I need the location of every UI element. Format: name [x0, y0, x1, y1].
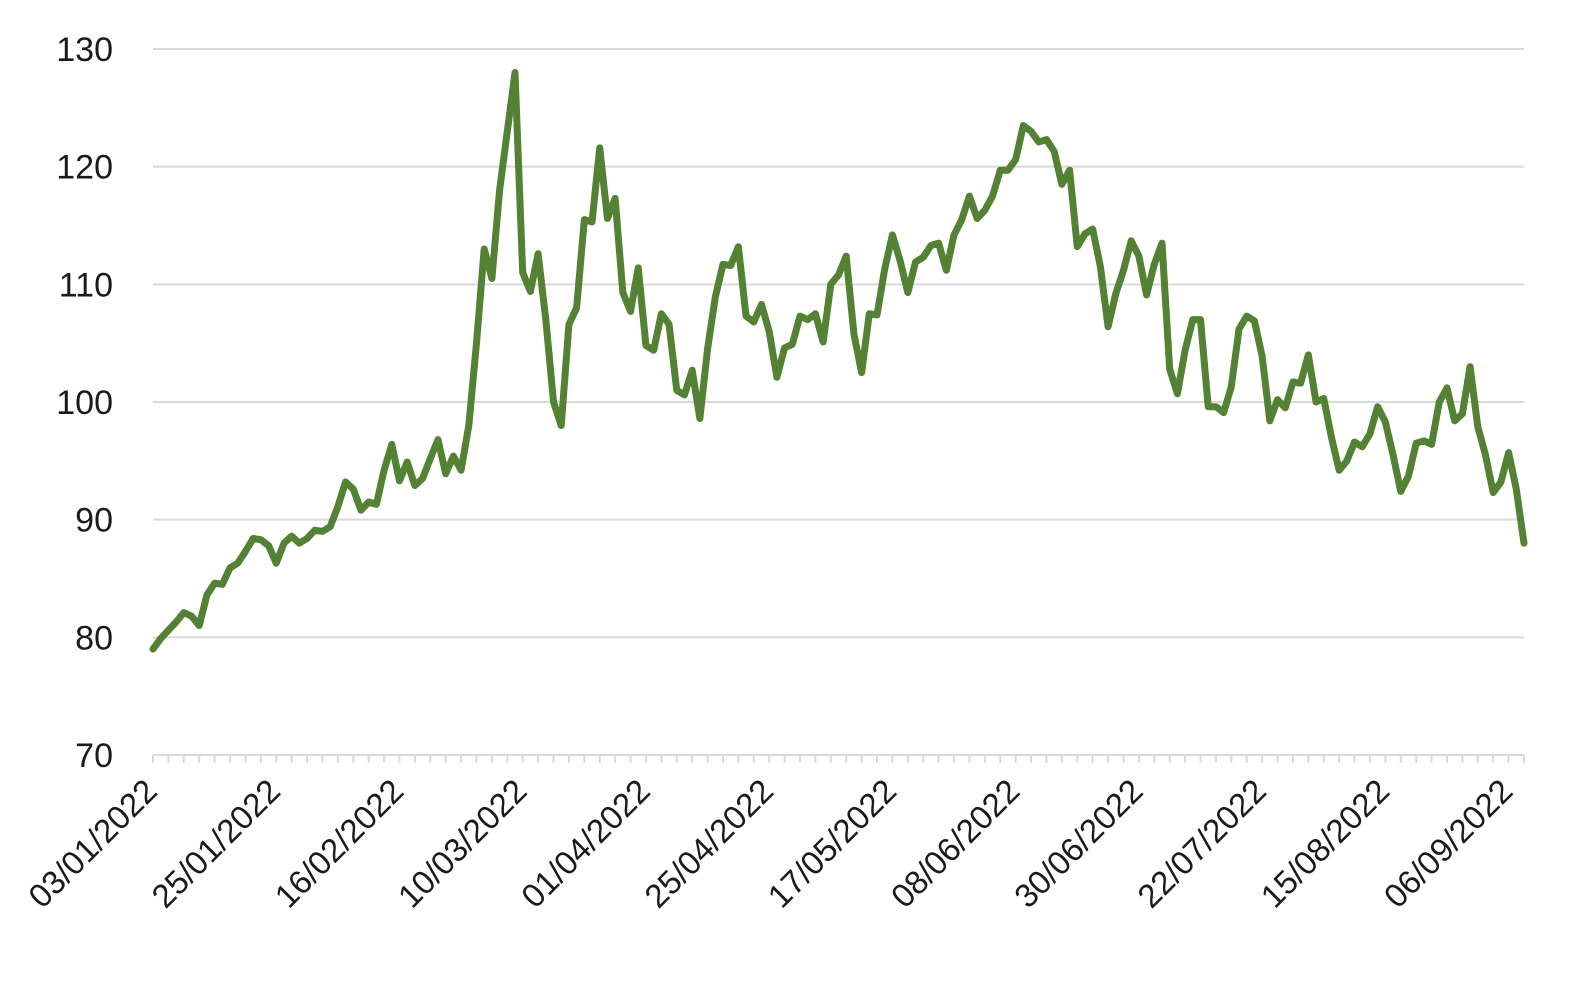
y-tick-label-80: 80 [75, 619, 113, 657]
x-tick-label: 01/04/2022 [514, 772, 657, 915]
y-tick-label-120: 120 [56, 149, 113, 187]
x-tick-label: 08/06/2022 [884, 772, 1027, 915]
y-tick-label-130: 130 [56, 31, 113, 69]
x-tick-label: 16/02/2022 [267, 772, 410, 915]
x-tick-label: 25/01/2022 [144, 772, 287, 915]
x-tick-label: 22/07/2022 [1130, 772, 1273, 915]
series-line [149, 69, 1528, 653]
x-tick-label: 15/08/2022 [1253, 772, 1396, 915]
x-axis-labels: 03/01/202225/01/202216/02/202210/03/2022… [21, 772, 1520, 915]
x-tick-label: 25/04/2022 [637, 772, 780, 915]
x-tick-label: 30/06/2022 [1007, 772, 1150, 915]
series-layer [149, 69, 1528, 653]
y-tick-label-90: 90 [75, 502, 113, 540]
gridlines [153, 48, 1524, 639]
x-tick-label: 06/09/2022 [1377, 772, 1520, 915]
y-tick-label-110: 110 [59, 266, 113, 304]
y-axis-labels: 70 80 90 100 110 120 130 [56, 31, 113, 775]
y-tick-label-70: 70 [75, 737, 113, 775]
y-tick-label-100: 100 [56, 384, 113, 422]
x-axis [152, 754, 1525, 763]
x-tick-label: 03/01/2022 [21, 772, 164, 915]
x-tick-label: 17/05/2022 [760, 772, 903, 915]
x-tick-label: 10/03/2022 [391, 772, 534, 915]
